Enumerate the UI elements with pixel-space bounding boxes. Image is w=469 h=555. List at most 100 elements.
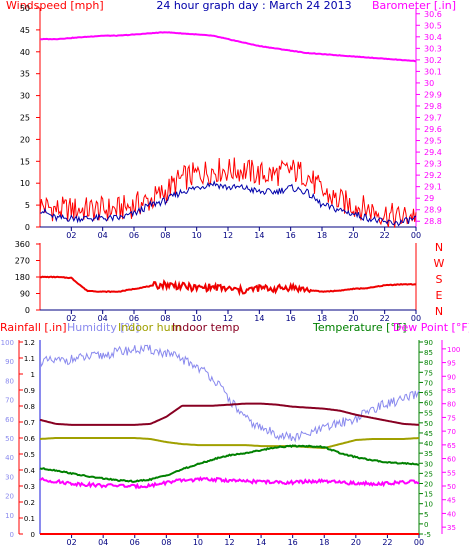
humidity-tick-label: 100 (1, 339, 14, 347)
indoor-temp-line (39, 402, 420, 426)
temp-tick-label: 45 (424, 430, 433, 438)
temp-tick-label: 10 (424, 501, 433, 509)
rain-tick-label: 0.7 (24, 419, 35, 427)
wind-speed-line (39, 180, 417, 227)
wind-left-tick-label: 25 (20, 114, 30, 123)
dir-x-tick-label: 08 (160, 314, 170, 323)
humidity-tick-label: 70 (5, 397, 14, 405)
wind-left-tick-label: 0 (25, 223, 30, 232)
lower-x-tick-label: 18 (319, 538, 329, 547)
wind-x-tick-label: 10 (192, 231, 202, 240)
wind-x-tick-label: 16 (286, 231, 296, 240)
legend-dew-point: Dew Point [°F] (393, 321, 469, 334)
barometer-line (40, 31, 417, 63)
chart-title: 24 hour graph day : March 24 2013 (156, 0, 351, 12)
baro-right-tick-label: 30.6 (424, 10, 442, 19)
temp-tick-label: 70 (424, 379, 433, 387)
wind-direction-line (40, 275, 417, 297)
wind-x-tick-label: 18 (317, 231, 327, 240)
baro-right-tick-label: 29.1 (424, 183, 442, 192)
legend-rainfall: Rainfall [.in] (0, 321, 67, 334)
temp-tick-label: 15 (424, 491, 433, 499)
legend-temperature: Temperature [°F] (312, 321, 407, 334)
temp-tick-label: 80 (424, 359, 433, 367)
baro-right-tick-label: 28.8 (424, 217, 442, 226)
rain-tick-label: 1 (31, 371, 35, 379)
temp-tick-label: 20 (424, 480, 433, 488)
dir-x-tick-label: 18 (317, 314, 327, 323)
lower-x-tick-label: 04 (98, 538, 108, 547)
dir-left-tick-label: 180 (15, 273, 30, 282)
dir-x-tick-label: 04 (98, 314, 108, 323)
baro-right-tick-label: 30.2 (424, 56, 442, 65)
dew-tick-label: 100 (447, 346, 460, 354)
wind-x-tick-label: 12 (223, 231, 233, 240)
lower-x-tick-label: 02 (66, 538, 76, 547)
dew-tick-label: 60 (447, 456, 456, 464)
dir-left-tick-label: 90 (20, 290, 30, 299)
temp-tick-label: 75 (424, 369, 433, 377)
dew-tick-label: 95 (447, 360, 456, 368)
rain-tick-label: 0.8 (24, 403, 35, 411)
wind-left-tick-label: 15 (20, 157, 30, 166)
rain-tick-label: 0 (31, 531, 35, 539)
humidity-tick-label: 90 (5, 358, 14, 366)
temp-tick-label: 85 (424, 349, 433, 357)
legend-indoor-hum: Indoor hum (118, 321, 181, 334)
wind-left-tick-label: 20 (20, 135, 30, 144)
wind-gust-line (39, 157, 417, 228)
wind-left-tick-label: 40 (20, 48, 30, 57)
wind-left-tick-label: 30 (20, 92, 30, 101)
dew-tick-label: 80 (447, 401, 456, 409)
wind-left-tick-label: 45 (20, 26, 30, 35)
indoor-hum-line (39, 437, 420, 450)
wind-x-tick-label: 00 (411, 231, 421, 240)
dir-x-tick-label: 12 (223, 314, 233, 323)
lower-x-tick-label: 20 (351, 538, 361, 547)
rain-tick-label: 0.3 (24, 483, 35, 491)
wind-x-tick-label: 02 (66, 231, 76, 240)
rain-tick-label: 1.2 (24, 339, 35, 347)
dir-compass-label: N (435, 305, 443, 318)
dir-x-tick-label: 20 (348, 314, 358, 323)
rain-tick-label: 0.4 (24, 467, 36, 475)
baro-right-tick-label: 30.1 (424, 67, 442, 76)
temp-tick-label: 90 (424, 339, 433, 347)
wind-x-tick-label: 06 (129, 231, 139, 240)
legend-indoor-temp: Indoor temp (172, 321, 239, 334)
dew-tick-label: 40 (447, 510, 456, 518)
dew-tick-label: 50 (447, 483, 456, 491)
lower-x-tick-label: 06 (130, 538, 140, 547)
temp-tick-label: -5 (424, 531, 431, 539)
dir-x-tick-label: 10 (192, 314, 202, 323)
humidity-tick-label: 30 (5, 473, 14, 481)
baro-right-tick-label: 30 (424, 79, 434, 88)
baro-right-tick-label: 30.5 (424, 21, 442, 30)
temp-tick-label: 55 (424, 410, 433, 418)
dir-x-tick-label: 02 (66, 314, 76, 323)
dew-tick-label: 85 (447, 387, 456, 395)
baro-right-tick-label: 29.4 (424, 148, 442, 157)
temp-tick-label: 40 (424, 440, 433, 448)
baro-right-tick-label: 29.5 (424, 137, 442, 146)
wind-x-tick-label: 20 (348, 231, 358, 240)
baro-right-tick-label: 29.3 (424, 160, 442, 169)
baro-right-tick-label: 29.8 (424, 102, 442, 111)
temperature-line (39, 444, 420, 483)
rain-tick-label: 1.1 (24, 355, 35, 363)
wind-x-tick-label: 04 (98, 231, 108, 240)
baro-right-tick-label: 29 (424, 194, 434, 203)
rain-tick-label: 0.2 (24, 499, 35, 507)
dew-tick-label: 75 (447, 414, 456, 422)
humidity-tick-label: 60 (5, 416, 14, 424)
dew-tick-label: 45 (447, 497, 456, 505)
dew-tick-label: 55 (447, 469, 456, 477)
wind-left-label: Windspeed [mph] (6, 0, 104, 12)
rain-tick-label: 0.6 (24, 435, 36, 443)
humidity-tick-label: 0 (10, 531, 14, 539)
dir-left-tick-label: 360 (15, 240, 30, 249)
dew-tick-label: 35 (447, 524, 456, 532)
temp-tick-label: 35 (424, 450, 433, 458)
lower-x-tick-label: 10 (193, 538, 203, 547)
